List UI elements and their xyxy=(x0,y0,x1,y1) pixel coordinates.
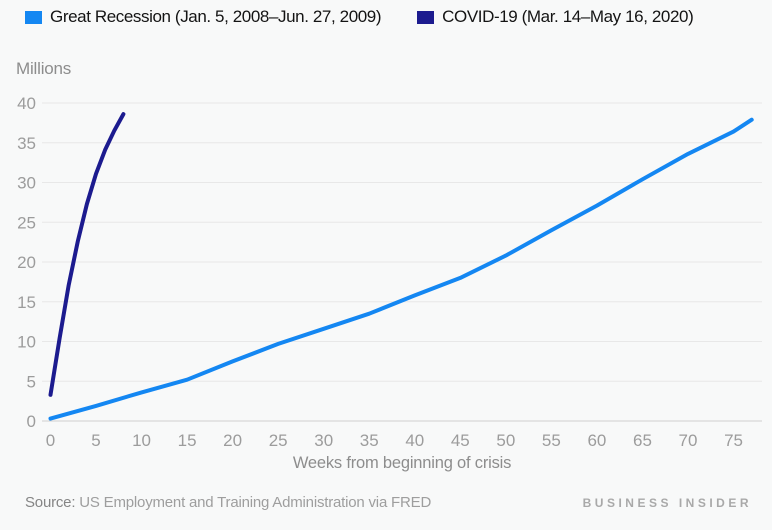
legend-swatch-covid-19-icon xyxy=(417,10,435,24)
y-tick-label: 35 xyxy=(17,134,36,153)
x-tick-label: 20 xyxy=(223,431,242,450)
x-tick-label: 45 xyxy=(451,431,470,450)
legend-swatch-great-recession-icon xyxy=(25,10,42,24)
source-prefix-label: Source: xyxy=(25,494,76,511)
y-tick-label: 5 xyxy=(27,372,36,391)
y-axis-unit-label: Millions xyxy=(16,59,72,78)
x-tick-label: 5 xyxy=(91,431,100,450)
x-axis-title: Weeks from beginning of crisis xyxy=(292,454,512,472)
series-line-great-recession xyxy=(48,117,754,421)
series-line-covid-19 xyxy=(48,112,126,397)
x-tick-label: 70 xyxy=(679,431,698,450)
legend-item-great-recession: Great Recession (Jan. 5, 2008–Jun. 27, 2… xyxy=(25,7,382,27)
legend-item-covid-19: COVID-19 (Mar. 14–May 16, 2020) xyxy=(417,7,694,27)
y-tick-label: 15 xyxy=(17,293,36,312)
x-tick-label: 25 xyxy=(269,431,288,450)
x-tick-label: 0 xyxy=(46,431,55,450)
legend-label-great-recession: Great Recession (Jan. 5, 2008–Jun. 27, 2… xyxy=(50,7,382,26)
x-tick-label: 55 xyxy=(542,431,561,450)
x-tick-label: 30 xyxy=(314,431,333,450)
x-tick-label: 40 xyxy=(405,431,424,450)
y-tick-label: 30 xyxy=(17,174,36,193)
source-text: US Employment and Training Administratio… xyxy=(79,494,432,511)
business-insider-logo: BUSINESS INSIDER xyxy=(582,496,752,510)
chart-legend: Great Recession (Jan. 5, 2008–Jun. 27, 2… xyxy=(25,7,694,27)
y-tick-label: 0 xyxy=(27,412,36,431)
chart-footer: Source: US Employment and Training Admin… xyxy=(0,494,772,520)
y-tick-label: 25 xyxy=(17,213,36,232)
legend-label-covid-19: COVID-19 (Mar. 14–May 16, 2020) xyxy=(442,7,694,26)
x-tick-label: 60 xyxy=(587,431,606,450)
x-tick-label: 65 xyxy=(633,431,652,450)
x-tick-label: 15 xyxy=(178,431,197,450)
y-tick-label: 20 xyxy=(17,253,36,272)
x-tick-label: 50 xyxy=(496,431,515,450)
x-tick-label: 10 xyxy=(132,431,151,450)
source-attribution: Source: US Employment and Training Admin… xyxy=(25,494,431,511)
x-tick-label: 75 xyxy=(724,431,743,450)
y-tick-label: 10 xyxy=(17,333,36,352)
y-tick-label: 40 xyxy=(17,94,36,113)
x-tick-label: 35 xyxy=(360,431,379,450)
